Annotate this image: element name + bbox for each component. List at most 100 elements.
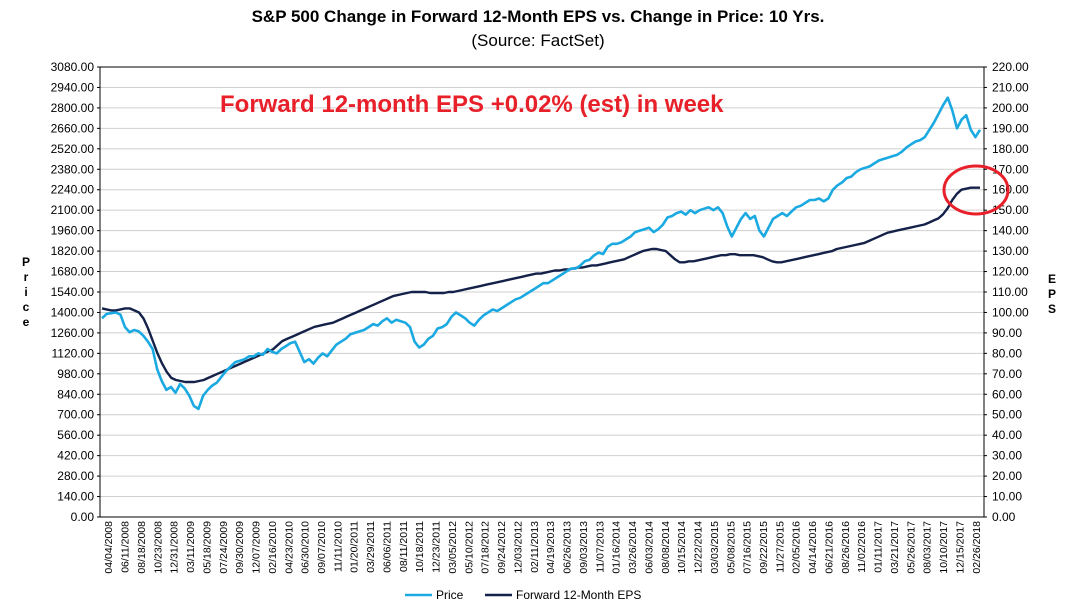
y-axis-label-right: EPS [1048,272,1056,316]
left-tick-label: 1260.00 [51,326,95,340]
right-tick-label: 190.00 [992,121,1029,135]
gridlines [100,86,984,498]
x-tick-label: 09/22/2015 [758,521,770,574]
x-tick-label: 02/16/2010 [267,521,279,574]
left-tick-label: 560.00 [57,428,94,442]
series-line-price [101,96,982,411]
x-tick-label: 04/04/2008 [103,521,115,574]
x-tick-label: 03/11/2009 [185,521,197,573]
x-tick-label: 04/19/2013 [545,521,557,574]
x-tick-label: 10/10/2017 [938,521,950,574]
left-tick-label: 1400.00 [51,305,95,319]
x-tick-label: 07/18/2012 [480,521,492,574]
right-tick-label: 180.00 [992,142,1029,156]
chart-subtitle: (Source: FactSet) [471,31,604,50]
chart-annotation: Forward 12-month EPS +0.02% (est) in wee… [220,91,724,118]
right-tick-label: 70.00 [992,367,1022,381]
chart-title: S&P 500 Change in Forward 12-Month EPS v… [252,7,825,26]
x-tick-label: 12/07/2009 [251,521,263,574]
x-tick-label: 04/14/2016 [807,521,819,574]
x-tick-label: 01/20/2011 [349,521,361,573]
x-tick-label: 12/31/2008 [169,521,181,574]
x-tick-label: 11/07/2013 [594,521,606,573]
x-tick-label: 05/18/2009 [201,521,213,574]
x-tick-label: 07/24/2009 [218,521,230,574]
x-tick-label: 11/02/2016 [856,521,868,573]
legend-label-price: Price [436,588,464,602]
left-tick-label: 3080.00 [51,60,95,74]
x-tick-label: 09/30/2009 [234,521,246,574]
left-tick-label: 280.00 [57,469,94,483]
x-tick-label: 08/08/2014 [660,521,672,574]
x-tick-label: 04/23/2010 [283,521,295,574]
x-tick-label: 03/29/2011 [365,521,377,573]
axis-label-letter: r [24,270,29,284]
right-tick-label: 20.00 [992,469,1022,483]
x-tick-label: 08/03/2017 [922,521,934,574]
x-tick-label: 09/24/2012 [496,521,508,574]
right-tick-label: 40.00 [992,428,1022,442]
right-tick-label: 160.00 [992,183,1029,197]
x-tick-label: 12/23/2011 [431,521,443,573]
right-tick-label: 100.00 [992,305,1029,319]
x-tick-label: 01/16/2014 [611,521,623,574]
x-tick-label: 09/07/2010 [316,521,328,574]
x-tick-label: 06/30/2010 [300,521,312,574]
left-tick-label: 1820.00 [51,244,95,258]
left-tick-label: 420.00 [57,449,94,463]
y-axis-label-left: Price [22,255,30,329]
left-y-axis: 0.00 140.00 280.00 420.00 560.00 700.00 840.00… [51,60,100,524]
left-tick-label: 140.00 [57,490,94,504]
right-tick-label: 110.00 [992,285,1028,299]
legend-label-eps: Forward 12-Month EPS [516,588,641,602]
axis-label-letter: P [1048,287,1056,301]
x-tick-label: 06/26/2013 [562,521,574,574]
x-tick-label: 06/06/2011 [381,521,393,573]
x-tick-label: 10/23/2008 [152,521,164,574]
right-tick-label: 220.00 [992,60,1029,74]
series-line-eps [101,186,980,384]
axis-label-letter: P [22,255,30,269]
highlight-circle [942,164,1010,216]
x-tick-label: 12/22/2014 [693,521,705,574]
x-tick-label: 05/10/2012 [463,521,475,574]
axis-label-letter: e [23,315,30,329]
axis-label-letter: E [1048,272,1056,286]
x-tick-label: 08/18/2008 [136,521,148,574]
left-tick-label: 840.00 [57,387,94,401]
left-tick-label: 2800.00 [51,101,95,115]
right-tick-label: 210.00 [992,80,1029,94]
x-tick-label: 06/03/2014 [643,521,655,574]
left-tick-label: 2100.00 [51,203,95,217]
left-tick-label: 2380.00 [51,162,95,176]
right-tick-label: 170.00 [992,162,1029,176]
x-tick-label: 07/16/2015 [742,521,754,574]
x-tick-label: 02/11/2013 [529,521,541,573]
left-tick-label: 1960.00 [51,224,95,238]
axis-label-letter: i [24,285,27,299]
x-tick-label: 11/27/2015 [774,521,786,573]
right-tick-label: 200.00 [992,101,1029,115]
axis-label-letter: c [23,300,30,314]
right-tick-label: 50.00 [992,408,1022,422]
x-tick-label: 09/03/2013 [578,521,590,574]
x-tick-label: 08/26/2016 [840,521,852,574]
x-tick-label: 03/21/2017 [889,521,901,574]
right-tick-label: 60.00 [992,387,1022,401]
right-tick-label: 10.00 [992,490,1022,504]
axis-label-letter: S [1048,302,1056,316]
x-tick-label: 10/15/2014 [676,521,688,574]
left-tick-label: 700.00 [57,408,94,422]
left-tick-label: 1120.00 [52,346,95,360]
left-tick-label: 980.00 [57,367,94,381]
left-tick-label: 2940.00 [51,80,95,94]
x-tick-label: 11/11/2010 [332,521,344,572]
left-tick-label: 1540.00 [51,285,95,299]
right-tick-label: 0.00 [992,510,1016,524]
left-tick-label: 2240.00 [51,183,95,197]
right-tick-label: 120.00 [992,265,1029,279]
left-tick-label: 1680.00 [51,265,95,279]
x-tick-label: 05/08/2015 [725,521,737,574]
left-tick-label: 2660.00 [51,121,95,135]
